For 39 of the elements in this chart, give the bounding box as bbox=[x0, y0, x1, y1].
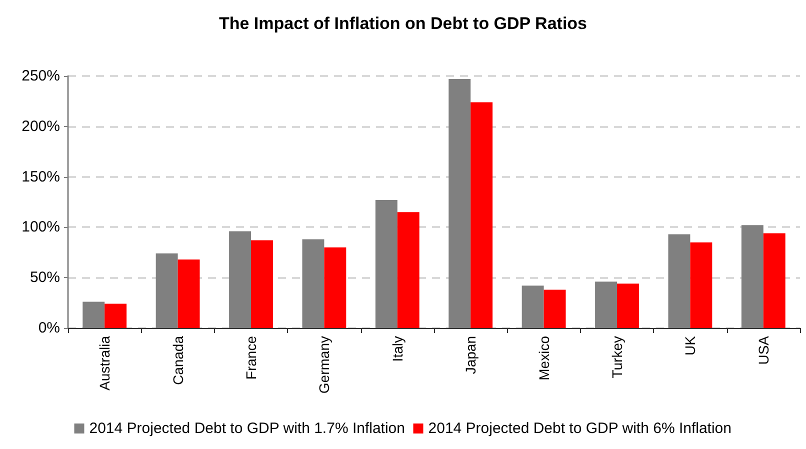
legend-label: 2014 Projected Debt to GDP with 1.7% Inflation bbox=[89, 420, 405, 437]
bar bbox=[763, 233, 786, 328]
y-tick-label: 250% bbox=[22, 68, 60, 84]
x-tick-label: France bbox=[243, 336, 259, 380]
bar bbox=[544, 290, 566, 328]
y-tick-label: 150% bbox=[22, 168, 60, 186]
x-tick-label: Italy bbox=[389, 336, 406, 362]
x-tick-label: Canada bbox=[170, 336, 186, 386]
x-tick-label: Mexico bbox=[536, 336, 552, 380]
bar bbox=[156, 253, 178, 328]
y-tick-label: 200% bbox=[22, 118, 60, 135]
bar bbox=[82, 302, 105, 328]
bar bbox=[324, 247, 346, 328]
y-tick-label: 50% bbox=[30, 269, 60, 286]
bar bbox=[448, 79, 471, 328]
x-tick-label: USA bbox=[755, 335, 772, 365]
bar bbox=[375, 200, 398, 328]
chart-title: The Impact of Inflation on Debt to GDP Ratios bbox=[218, 14, 588, 33]
y-tick-label: 100% bbox=[22, 218, 60, 236]
x-tick-label: UK bbox=[682, 335, 698, 356]
bar bbox=[617, 284, 639, 328]
bar bbox=[104, 304, 127, 328]
bar bbox=[522, 286, 544, 328]
bar bbox=[397, 212, 420, 328]
y-tick-label: 0% bbox=[38, 320, 60, 336]
bar bbox=[595, 282, 617, 328]
x-tick-label: Germany bbox=[316, 336, 332, 394]
bar bbox=[470, 102, 493, 328]
bar bbox=[178, 259, 200, 328]
bar bbox=[302, 239, 324, 328]
x-tick-label: Turkey bbox=[609, 336, 625, 378]
bar bbox=[229, 231, 251, 328]
bar bbox=[668, 234, 690, 328]
bar bbox=[741, 225, 764, 328]
x-tick-label: Australia bbox=[96, 336, 113, 390]
bar bbox=[251, 240, 273, 328]
bar bbox=[690, 242, 712, 328]
x-tick-label: Japan bbox=[462, 336, 479, 374]
legend-label: 2014 Projected Debt to GDP with 6% Inflation bbox=[428, 420, 732, 437]
